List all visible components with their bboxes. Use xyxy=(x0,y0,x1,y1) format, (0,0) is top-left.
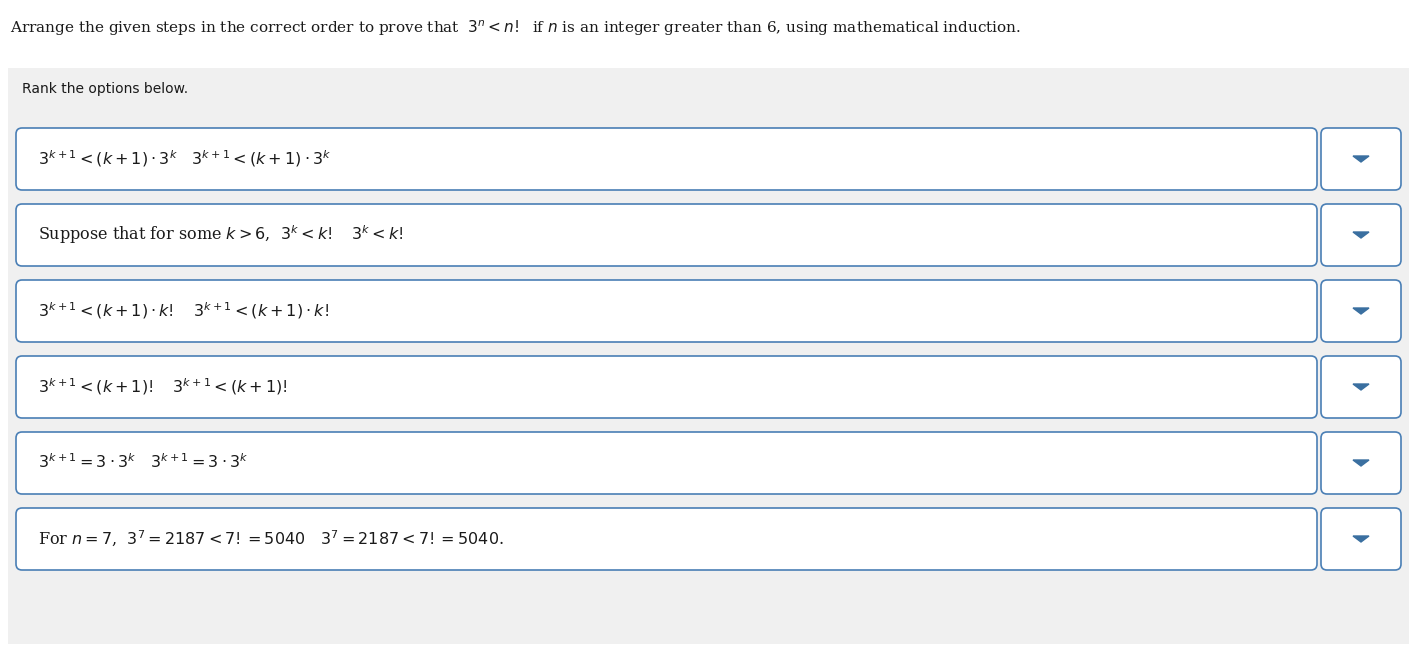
Polygon shape xyxy=(1353,156,1369,162)
Bar xyxy=(9,68,1408,644)
FancyBboxPatch shape xyxy=(1321,508,1401,570)
Polygon shape xyxy=(1353,460,1369,466)
FancyBboxPatch shape xyxy=(16,204,1316,266)
Polygon shape xyxy=(1353,536,1369,542)
Text: $3^{k+1} < (k+1) \cdot 3^k \quad 3^{k+1} < (k+1) \cdot 3^k$: $3^{k+1} < (k+1) \cdot 3^k \quad 3^{k+1}… xyxy=(38,149,332,169)
Text: For $n=7$,  $3^7 = 2187 < 7! = 5040 \quad 3^7 = 2187 < 7! = 5040$.: For $n=7$, $3^7 = 2187 < 7! = 5040 \quad… xyxy=(38,529,504,549)
FancyBboxPatch shape xyxy=(16,508,1316,570)
FancyBboxPatch shape xyxy=(1321,356,1401,418)
FancyBboxPatch shape xyxy=(1321,280,1401,342)
Text: $3^{k+1} < (k+1) \cdot k! \quad 3^{k+1} < (k+1) \cdot k!$: $3^{k+1} < (k+1) \cdot k! \quad 3^{k+1} … xyxy=(38,300,329,321)
Text: $3^{k+1} < (k+1)! \quad 3^{k+1} < (k+1)!$: $3^{k+1} < (k+1)! \quad 3^{k+1} < (k+1)!… xyxy=(38,376,288,397)
Polygon shape xyxy=(1353,384,1369,390)
Polygon shape xyxy=(1353,232,1369,238)
Text: Suppose that for some $k>6$,  $3^k < k!\quad 3^k < k!$: Suppose that for some $k>6$, $3^k < k!\q… xyxy=(38,224,404,247)
FancyBboxPatch shape xyxy=(1321,432,1401,494)
FancyBboxPatch shape xyxy=(1321,128,1401,190)
FancyBboxPatch shape xyxy=(16,432,1316,494)
Text: Arrange the given steps in the correct order to prove that  $3^n < n!$  if $n$ i: Arrange the given steps in the correct o… xyxy=(10,18,1022,38)
Polygon shape xyxy=(1353,308,1369,314)
FancyBboxPatch shape xyxy=(16,356,1316,418)
Text: Rank the options below.: Rank the options below. xyxy=(23,82,188,96)
FancyBboxPatch shape xyxy=(1321,204,1401,266)
FancyBboxPatch shape xyxy=(16,280,1316,342)
FancyBboxPatch shape xyxy=(16,128,1316,190)
Text: $3^{k+1} = 3 \cdot 3^k \quad 3^{k+1} = 3 \cdot 3^k$: $3^{k+1} = 3 \cdot 3^k \quad 3^{k+1} = 3… xyxy=(38,454,248,472)
